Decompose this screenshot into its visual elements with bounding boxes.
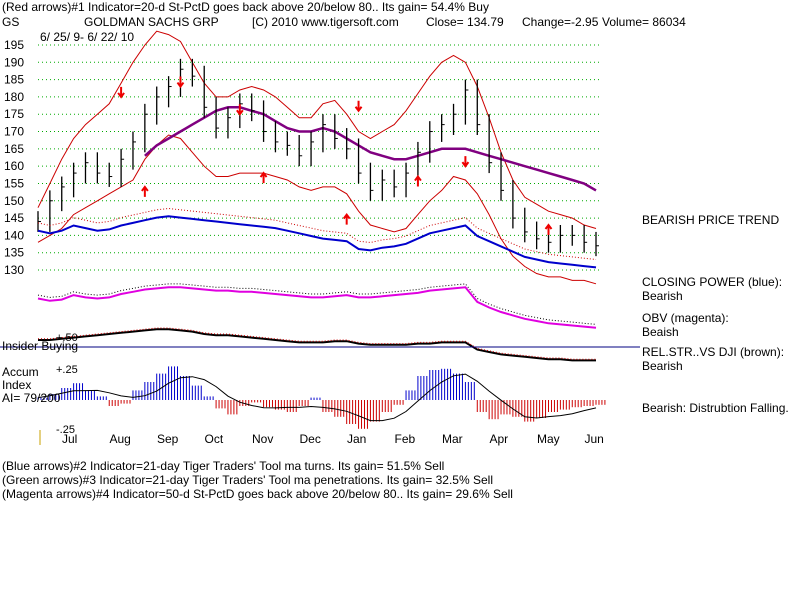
x-tick-label: Dec: [300, 432, 321, 446]
accum-top-level: +.25: [56, 364, 78, 376]
red-down-arrow: [354, 100, 363, 113]
y-tick-label: 175: [4, 107, 24, 121]
red-up-arrow: [414, 174, 422, 187]
closing-power-label: CLOSING POWER (blue):: [642, 275, 783, 289]
red-up-arrow: [259, 171, 268, 184]
x-tick-label: Feb: [395, 432, 416, 446]
obv-line: [37, 286, 597, 329]
red-up-arrow: [342, 212, 351, 225]
x-tick-label: Apr: [490, 432, 509, 446]
y-tick-label: 190: [4, 55, 24, 69]
x-tick-label: Jan: [347, 432, 366, 446]
closing-power-value: Bearish: [642, 289, 683, 303]
y-tick-label: 155: [4, 176, 24, 190]
red-up-arrow: [141, 185, 149, 197]
x-tick-label: Jul: [62, 432, 77, 446]
relative-strength-line: [38, 328, 596, 362]
y-tick-label: 150: [4, 194, 24, 208]
price-change: Change=-2.95: [522, 15, 599, 29]
accum-ma-line: [37, 373, 597, 422]
indicator-4-text: (Magenta arrows)#4 Indicator=50-d St-Pct…: [2, 487, 513, 501]
indicator-1-text: (Red arrows)#1 Indicator=20-d St-PctD go…: [2, 0, 489, 14]
x-tick-label: Oct: [205, 432, 224, 446]
rel-strength-label: REL.STR..VS DJI (brown):: [642, 345, 785, 359]
accum-value: AI= 79/200: [2, 391, 61, 405]
upper-band-line: [37, 30, 597, 229]
insider-level-label: +.50: [56, 332, 78, 344]
company-name: GOLDMAN SACHS GRP: [84, 15, 219, 29]
x-tick-label: Nov: [252, 432, 273, 446]
volume: Volume= 86034: [602, 15, 686, 29]
x-tick-label: Mar: [442, 432, 463, 446]
trend-label: BEARISH PRICE TREND: [642, 213, 780, 227]
accum-note: Bearish: Distrubtion Falling.: [642, 401, 789, 415]
obv-value: Beaish: [642, 325, 679, 339]
accum-bottom-level: -.25: [56, 424, 75, 436]
y-tick-label: 170: [4, 125, 24, 139]
accum-label-1: Accum: [2, 365, 39, 379]
ticker: GS: [2, 15, 20, 29]
x-tick-label: Aug: [110, 432, 131, 446]
indicator-3-text: (Green arrows)#3 Indicator=21-day Tiger …: [2, 473, 493, 487]
lower-band-line: [37, 134, 597, 285]
moving-average-line: [144, 106, 597, 192]
red-down-arrow: [176, 76, 185, 89]
red-down-arrow: [461, 156, 470, 168]
date-range: 6/ 25/ 9- 6/ 22/ 10: [40, 30, 135, 44]
red-down-arrow: [236, 104, 244, 116]
y-tick-label: 195: [4, 38, 24, 52]
x-tick-label: May: [537, 432, 560, 446]
x-tick-label: Jun: [585, 432, 604, 446]
closing-power-ma-line: [37, 207, 597, 260]
y-tick-label: 165: [4, 142, 24, 156]
x-tick-label: Sep: [157, 432, 179, 446]
insider-buying-label: Insider Buying: [2, 339, 79, 353]
copyright: [C) 2010 www.tigersoft.com: [252, 15, 399, 29]
y-tick-label: 145: [4, 211, 24, 225]
accum-label-2: Index: [2, 378, 32, 392]
y-tick-label: 130: [4, 263, 24, 277]
obv-label: OBV (magenta):: [642, 311, 729, 325]
y-tick-label: 135: [4, 246, 24, 260]
close-price: Close= 134.79: [426, 15, 504, 29]
y-tick-label: 185: [4, 73, 24, 87]
red-down-arrow: [117, 86, 125, 99]
rel-strength-value: Bearish: [642, 359, 683, 373]
y-tick-label: 140: [4, 228, 24, 242]
indicator-2-text: (Blue arrows)#2 Indicator=21-day Tiger T…: [2, 459, 445, 473]
obv-ma-line: [37, 283, 597, 325]
y-tick-label: 180: [4, 90, 24, 104]
closing-power-line: [37, 215, 597, 269]
relative-strength-ma-line: [38, 327, 596, 360]
y-tick-label: 160: [4, 159, 24, 173]
red-up-arrow: [544, 223, 553, 235]
